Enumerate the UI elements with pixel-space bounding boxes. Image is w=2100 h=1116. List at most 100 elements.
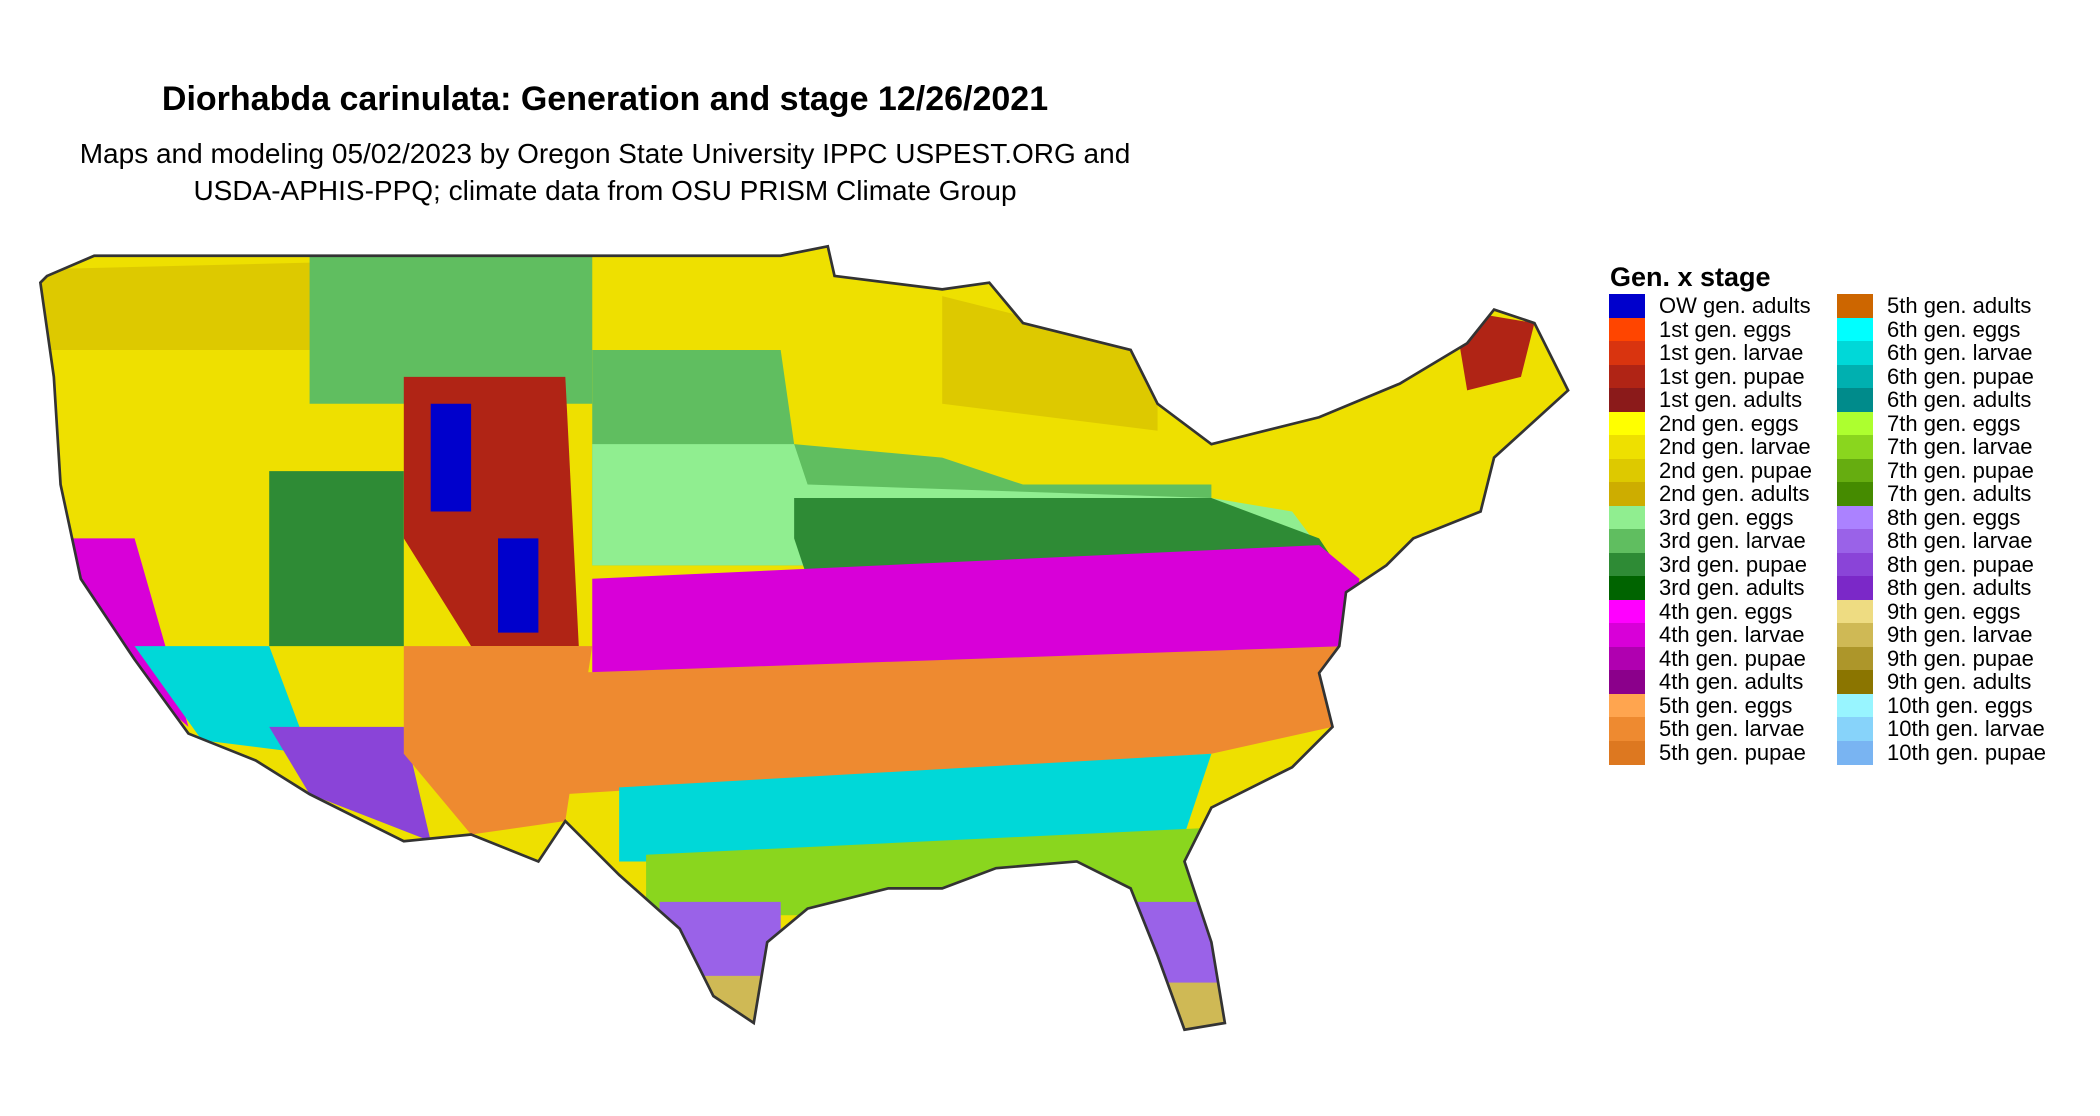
legend-label: OW gen. adults xyxy=(1659,293,1811,318)
legend-item: 3rd gen. pupae xyxy=(1609,551,1808,577)
legend-label: 3rd gen. larvae xyxy=(1659,528,1806,553)
legend-label: 9th gen. larvae xyxy=(1887,622,2033,647)
legend-item: 2nd gen. larvae xyxy=(1609,434,1811,459)
legend-item: 3rd gen. eggs xyxy=(1609,504,1794,530)
legend-label: 8th gen. eggs xyxy=(1887,504,2021,530)
legend-item: 9th gen. larvae xyxy=(1837,622,2033,647)
legend-label: 1st gen. larvae xyxy=(1659,340,1804,365)
legend-item: 8th gen. larvae xyxy=(1837,528,2033,553)
legend-swatch xyxy=(1837,646,1873,671)
legend-swatch xyxy=(1609,717,1645,741)
legend-item: 2nd gen. adults xyxy=(1609,481,1810,506)
legend-item: 8th gen. adults xyxy=(1837,575,2032,600)
region-ow-adults-wy xyxy=(430,403,472,512)
legend-item: 5th gen. pupae xyxy=(1609,739,1806,765)
legend-label: 5th gen. pupae xyxy=(1659,739,1806,765)
legend-swatch xyxy=(1609,317,1645,342)
legend-item: OW gen. adults xyxy=(1609,293,1811,318)
legend-item: 8th gen. pupae xyxy=(1837,551,2034,577)
legend-item: 1st gen. larvae xyxy=(1609,340,1804,365)
region-9th-gen-tx xyxy=(673,975,808,1030)
legend-title: Gen. x stage xyxy=(1610,262,1771,292)
legend-item: 4th gen. adults xyxy=(1609,669,1804,694)
legend-swatch xyxy=(1609,364,1645,389)
legend-item: 1st gen. pupae xyxy=(1609,363,1805,389)
legend-swatch xyxy=(1609,341,1645,365)
legend-swatch xyxy=(1837,364,1873,389)
legend-swatch xyxy=(1609,646,1645,671)
legend-label: 1st gen. adults xyxy=(1659,387,1803,412)
region-az-8th-gen xyxy=(269,726,431,842)
region-west-3rd-gen-pupae xyxy=(269,471,404,647)
legend-item: 7th gen. eggs xyxy=(1837,410,2021,436)
legend-label: 5th gen. adults xyxy=(1887,293,2032,318)
legend-label: 4th gen. larvae xyxy=(1659,622,1805,647)
legend-swatch xyxy=(1837,505,1873,530)
legend-swatch xyxy=(1837,529,1873,553)
legend-swatch xyxy=(1609,693,1645,718)
region-ca-4th-gen xyxy=(53,538,189,727)
legend-label: 7th gen. adults xyxy=(1887,481,2032,506)
legend-item: 10th gen. pupae xyxy=(1837,740,2046,765)
legend-label: 1st gen. pupae xyxy=(1659,363,1805,389)
legend-swatch xyxy=(1609,599,1645,624)
region-5th-gen xyxy=(565,646,1346,795)
region-8th-gen-fl xyxy=(1130,901,1239,990)
legend-label: 10th gen. larvae xyxy=(1887,716,2045,741)
legend-item: 1st gen. adults xyxy=(1609,387,1803,412)
region-9th-gen-fl xyxy=(1144,982,1252,1030)
us-generation-map xyxy=(39,245,1570,1031)
legend-item: 7th gen. pupae xyxy=(1837,458,2034,483)
legend-swatch xyxy=(1609,411,1645,436)
legend-item: 2nd gen. eggs xyxy=(1609,411,1798,436)
legend-swatch xyxy=(1609,505,1645,530)
legend-swatch xyxy=(1837,670,1873,694)
legend-item: 6th gen. eggs xyxy=(1837,317,2020,342)
legend-item: 1st gen. eggs xyxy=(1609,316,1792,342)
legend-swatch xyxy=(1837,740,1873,765)
legend-label: 4th gen. adults xyxy=(1659,669,1804,694)
legend-label: 3rd gen. pupae xyxy=(1659,551,1808,577)
region-west-3rd-gen xyxy=(309,255,593,404)
legend-item: 6th gen. larvae xyxy=(1837,340,2033,365)
legend-swatch xyxy=(1609,294,1645,318)
legend-label: 6th gen. larvae xyxy=(1887,340,2033,365)
legend-item: 5th gen. adults xyxy=(1837,293,2032,318)
legend-item: 3rd gen. adults xyxy=(1609,575,1805,600)
legend-item: 9th gen. pupae xyxy=(1837,646,2034,671)
region-6th-gen xyxy=(619,753,1212,862)
legend-item: 10th gen. eggs xyxy=(1837,693,2033,718)
legend-item: 4th gen. pupae xyxy=(1609,646,1806,671)
legend-swatch xyxy=(1609,623,1645,647)
legend-swatch xyxy=(1837,599,1873,624)
legend-label: 7th gen. eggs xyxy=(1887,410,2021,436)
legend-item: 7th gen. adults xyxy=(1837,481,2032,506)
legend-swatch xyxy=(1837,576,1873,600)
legend-swatch xyxy=(1609,435,1645,459)
legend-item: 5th gen. larvae xyxy=(1609,716,1805,741)
legend-item: 5th gen. eggs xyxy=(1609,693,1792,718)
map-title: Diorhabda carinulata: Generation and sta… xyxy=(161,80,1049,118)
map-subtitle-line-2: USDA-APHIS-PPQ; climate data from OSU PR… xyxy=(193,175,1017,206)
legend-swatch xyxy=(1837,552,1873,577)
legend-swatch xyxy=(1609,388,1645,412)
legend-swatch xyxy=(1609,482,1645,506)
legend-label: 8th gen. pupae xyxy=(1887,551,2034,577)
legend-swatch xyxy=(1609,529,1645,553)
legend-label: 5th gen. larvae xyxy=(1659,716,1805,741)
region-ow-adults-co xyxy=(498,538,539,633)
legend-swatch xyxy=(1837,411,1873,436)
legend-swatch xyxy=(1837,482,1873,506)
region-sw-5th-gen xyxy=(403,646,593,835)
legend-label: 1st gen. eggs xyxy=(1659,316,1792,342)
legend-swatch xyxy=(1609,552,1645,577)
legend-swatch xyxy=(1837,294,1873,318)
legend-label: 2nd gen. adults xyxy=(1659,481,1810,506)
legend-label: 4th gen. eggs xyxy=(1659,598,1793,624)
legend-item: 10th gen. larvae xyxy=(1837,716,2045,741)
legend-label: 8th gen. adults xyxy=(1887,575,2032,600)
legend-item: 6th gen. pupae xyxy=(1837,364,2034,389)
map-subtitle-line-1: Maps and modeling 05/02/2023 by Oregon S… xyxy=(79,138,1131,169)
legend-item: 9th gen. eggs xyxy=(1837,599,2020,624)
legend-label: 3rd gen. eggs xyxy=(1659,504,1794,530)
